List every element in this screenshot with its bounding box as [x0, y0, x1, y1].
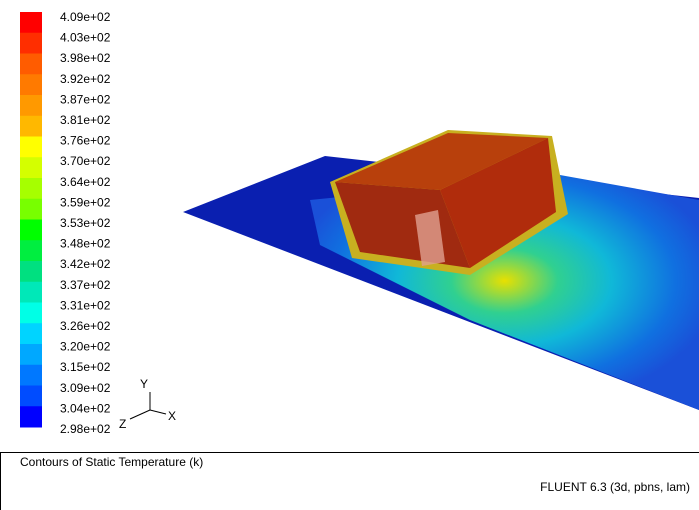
footer-title: Contours of Static Temperature (k) — [20, 455, 203, 469]
colorbar-label: 3.26e+02 — [60, 319, 111, 333]
colorbar-label: 4.09e+02 — [60, 10, 111, 24]
color-swatch — [20, 116, 42, 137]
footer-version: FLUENT 6.3 (3d, pbns, lam) — [540, 480, 690, 494]
color-swatch — [20, 282, 42, 303]
scene — [183, 130, 699, 410]
colorbar-label: 2.98e+02 — [60, 422, 111, 436]
color-swatch — [20, 365, 42, 386]
color-swatch — [20, 33, 42, 54]
colorbar-label: 3.31e+02 — [60, 298, 111, 312]
axis-y: Y — [140, 377, 148, 391]
colorbar-label: 3.81e+02 — [60, 113, 111, 127]
color-swatch — [20, 344, 42, 365]
colorbar-label: 3.37e+02 — [60, 278, 111, 292]
colorbar-label: 3.04e+02 — [60, 401, 111, 415]
color-swatch — [20, 406, 42, 427]
color-swatch — [20, 74, 42, 95]
color-swatch — [20, 178, 42, 199]
colorbar-label: 3.53e+02 — [60, 216, 111, 230]
colorbar-label: 3.42e+02 — [60, 257, 111, 271]
colorbar-label: 3.20e+02 — [60, 340, 111, 354]
color-swatch — [20, 199, 42, 220]
colorbar-label: 3.70e+02 — [60, 154, 111, 168]
color-swatch — [20, 220, 42, 241]
color-swatch — [20, 323, 42, 344]
colorbar-label: 3.98e+02 — [60, 51, 111, 65]
colorbar-label: 3.48e+02 — [60, 237, 111, 251]
colorbar-label: 3.76e+02 — [60, 134, 111, 148]
colorbar-label: 3.87e+02 — [60, 92, 111, 106]
axis-x: X — [168, 409, 176, 423]
colorbar-label: 3.09e+02 — [60, 381, 111, 395]
colorbar-label: 3.92e+02 — [60, 72, 111, 86]
color-swatch — [20, 386, 42, 407]
colorbar-label: 3.15e+02 — [60, 360, 111, 374]
colorbar-label: 4.03e+02 — [60, 31, 111, 45]
color-swatch — [20, 261, 42, 282]
color-swatch — [20, 12, 42, 33]
screen: 4.09e+02 4.03e+02 3.98e+02 3.92e+02 3.87e+02… — [0, 0, 699, 510]
colorbar-label: 3.59e+02 — [60, 195, 111, 209]
axes-triad: Y Z X — [119, 377, 176, 431]
color-swatch — [20, 95, 42, 116]
color-swatch — [20, 240, 42, 261]
colorbar: 4.09e+02 4.03e+02 3.98e+02 3.92e+02 3.87e+02… — [20, 10, 111, 436]
color-swatch — [20, 157, 42, 178]
color-swatch — [20, 303, 42, 324]
color-swatch — [20, 54, 42, 75]
axis-z: Z — [119, 417, 126, 431]
color-swatch — [20, 137, 42, 158]
colorbar-label: 3.64e+02 — [60, 175, 111, 189]
